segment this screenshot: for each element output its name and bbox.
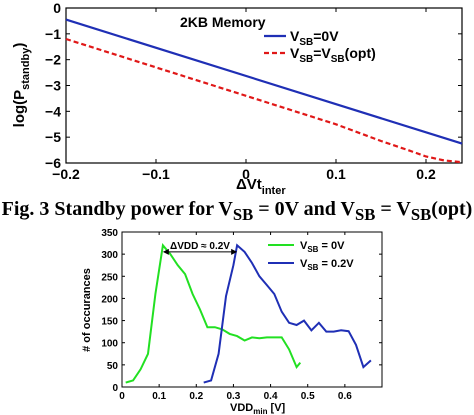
caption-sub-1: SB — [232, 205, 254, 224]
x-tick-label: −0.1 — [142, 166, 170, 182]
y-tick-label: −3 — [45, 78, 61, 94]
caption-mid-2: = V — [375, 198, 411, 220]
legend-label: VSB = 0.2V — [300, 258, 354, 272]
chart-title: 2KB Memory — [180, 14, 266, 30]
x-tick-label: 0.2 — [189, 391, 203, 402]
caption-sub-2: SB — [355, 205, 376, 224]
x-tick-label: 0 — [242, 166, 250, 182]
y-tick-label: −1 — [45, 26, 61, 42]
y-tick-label: 200 — [101, 294, 118, 305]
plot-area — [65, 7, 463, 164]
y-tick-label: −5 — [45, 129, 61, 145]
y-tick-label: −2 — [45, 52, 61, 68]
x-tick-label: −0.2 — [52, 166, 80, 182]
x-tick-label: 0.6 — [338, 391, 352, 402]
y-axis-label: log(Pstandby) — [11, 43, 32, 128]
y-tick-label: 300 — [101, 250, 118, 261]
caption-prefix: Fig. 3 Standby power for V — [1, 198, 233, 220]
caption-mid: = 0V and V — [253, 198, 355, 220]
x-tick-label: 0.1 — [326, 166, 346, 182]
x-tick-label: 0.3 — [226, 391, 240, 402]
y-tick-label: 250 — [101, 272, 118, 283]
x-tick-label: 0.2 — [416, 166, 436, 182]
y-tick-label: 50 — [107, 361, 119, 372]
y-tick-label: −6 — [45, 155, 61, 171]
y-tick-label: 0 — [53, 0, 61, 16]
y-tick-label: 350 — [101, 228, 118, 239]
y-tick-label: 100 — [101, 339, 118, 350]
x-axis-label: VDDmin [V] — [230, 402, 286, 415]
y-tick-label: −4 — [45, 103, 61, 119]
x-tick-label: 0.4 — [264, 391, 278, 402]
y-tick-label: 0 — [112, 383, 118, 394]
caption-suffix: (opt) — [431, 198, 473, 220]
legend-label: VSB = 0V — [300, 240, 345, 254]
arrow-head-left — [162, 248, 169, 255]
series-line — [203, 243, 372, 384]
caption-sub-3: SB — [410, 205, 432, 224]
plot-area — [121, 231, 383, 388]
x-tick-label: 0.5 — [301, 391, 315, 402]
x-tick-label: 0.1 — [152, 391, 166, 402]
y-axis-label: # of occurances — [81, 268, 93, 352]
series-line — [125, 242, 302, 384]
annotation-label: ΔVDD ≈ 0.2V — [170, 241, 230, 252]
y-tick-label: 150 — [101, 317, 118, 328]
figure-caption: Fig. 3 Standby power for VSB = 0V and VS… — [0, 198, 474, 225]
vddmin-histogram-chart: 0 0.1 0.2 0.3 0.4 0.5 0.6 0 50 100 150 200 250 300 350… — [81, 228, 383, 415]
x-axis-label: ΔVtinter — [236, 176, 286, 196]
series-line — [65, 18, 463, 145]
series-line — [65, 37, 463, 164]
arrow-head-right — [231, 248, 238, 255]
x-tick-label: 0 — [119, 391, 125, 402]
